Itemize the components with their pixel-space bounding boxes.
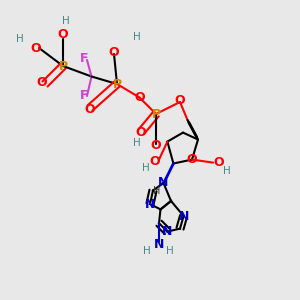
Text: F: F [80, 52, 88, 65]
Text: N: N [154, 238, 164, 251]
Text: H: H [166, 245, 173, 256]
Text: O: O [134, 91, 145, 104]
Text: H: H [62, 16, 70, 26]
Text: O: O [85, 103, 95, 116]
Text: P: P [152, 107, 160, 121]
Text: H: H [142, 163, 149, 173]
Text: O: O [109, 46, 119, 59]
Text: O: O [31, 41, 41, 55]
Text: H: H [16, 34, 23, 44]
Text: O: O [136, 126, 146, 139]
Text: F: F [80, 89, 88, 102]
Text: O: O [58, 28, 68, 41]
Text: O: O [175, 94, 185, 107]
Text: N: N [145, 197, 155, 211]
Text: O: O [151, 139, 161, 152]
Text: P: P [112, 77, 122, 91]
Text: H: H [133, 32, 140, 43]
Text: H: H [153, 185, 160, 196]
Text: O: O [187, 153, 197, 166]
Text: P: P [58, 59, 68, 73]
Text: N: N [178, 209, 189, 223]
Text: H: H [223, 166, 230, 176]
Text: O: O [149, 155, 160, 168]
Text: H: H [133, 137, 140, 148]
Text: N: N [162, 225, 172, 238]
Text: O: O [37, 76, 47, 89]
Text: N: N [158, 176, 169, 190]
Text: O: O [214, 155, 224, 169]
Text: H: H [143, 245, 151, 256]
